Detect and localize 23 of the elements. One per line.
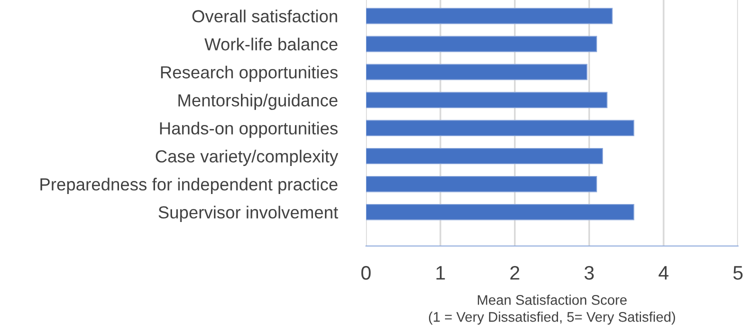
y-tick-label: Research opportunities xyxy=(161,66,338,82)
x-tick-label: 3 xyxy=(584,266,594,280)
x-tick-label: 0 xyxy=(361,266,371,280)
x-tick-label: 1 xyxy=(436,266,445,280)
x-tick-label: 2 xyxy=(510,266,520,280)
bar xyxy=(366,36,598,52)
bar xyxy=(366,120,634,136)
y-tick-label: Work-life balance xyxy=(204,38,338,50)
bar xyxy=(366,8,613,24)
bar xyxy=(366,92,608,108)
x-axis-title: Mean Satisfaction Score (1 = Very Dissatisfied, 5= Very Satisfied) xyxy=(428,294,676,325)
y-tick-label: Supervisor involvement xyxy=(158,206,338,222)
y-tick-label: Case variety/complexity xyxy=(156,150,338,166)
y-tick-label: Preparedness for independent practice xyxy=(40,178,338,194)
y-tick-label: Hands-on opportunities xyxy=(160,122,338,138)
x-tick-label: 4 xyxy=(658,266,668,280)
x-tick-label: 5 xyxy=(733,266,743,280)
y-tick-label: Overall satisfaction xyxy=(192,10,338,22)
bar xyxy=(366,148,604,164)
bar xyxy=(366,204,634,220)
bar xyxy=(366,176,598,192)
y-tick-label: Mentorship/guidance xyxy=(178,94,338,110)
bar xyxy=(366,64,588,80)
